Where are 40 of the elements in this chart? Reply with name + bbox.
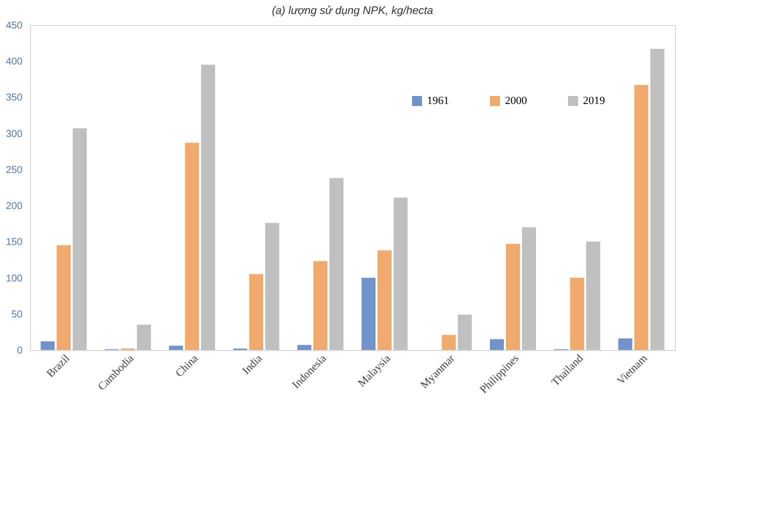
y-tick-label: 100 [6, 273, 23, 284]
legend-label: 2019 [583, 95, 606, 107]
bar [313, 261, 328, 350]
legend-label: 2000 [505, 95, 528, 107]
bar [570, 278, 584, 350]
bar [522, 227, 536, 350]
bar [169, 346, 184, 350]
y-tick-label: 400 [6, 56, 23, 68]
legend-label: 1961 [427, 95, 449, 107]
bar [378, 250, 392, 350]
bar [362, 278, 376, 350]
bar [185, 142, 200, 350]
bar [56, 245, 71, 350]
bar [136, 324, 151, 350]
bar [506, 244, 520, 350]
y-tick-label: 150 [6, 237, 23, 248]
bar [586, 242, 600, 350]
bar [490, 339, 504, 350]
bar [265, 222, 280, 350]
chart-title: (a) lượng sử dụng NPK, kg/hecta [272, 5, 434, 17]
y-tick-label: 50 [11, 309, 23, 320]
y-tick-label: 0 [16, 346, 23, 356]
bar [442, 334, 456, 350]
y-tick-label: 200 [6, 201, 23, 212]
bar [72, 128, 87, 350]
bar [329, 178, 344, 350]
bar [249, 274, 264, 350]
bar [201, 64, 216, 350]
y-tick-label: 250 [6, 164, 23, 176]
bar [297, 344, 312, 350]
bar [458, 314, 472, 350]
y-tick-label: 350 [6, 92, 23, 104]
y-tick-label: 300 [6, 128, 23, 140]
bar [650, 48, 664, 350]
bar [394, 198, 408, 350]
bar [618, 338, 632, 350]
bar [40, 341, 55, 350]
x-tick-label: India [240, 352, 265, 377]
y-tick-label: 450 [6, 20, 23, 32]
bar [634, 84, 648, 350]
